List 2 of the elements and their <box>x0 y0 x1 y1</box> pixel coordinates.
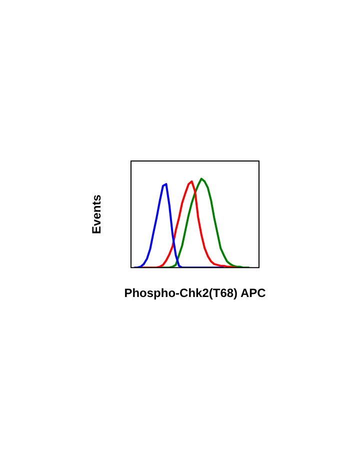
x-axis-title: Phospho-Chk2(T68) APC <box>124 286 266 300</box>
y-axis-title: Events <box>89 194 104 234</box>
